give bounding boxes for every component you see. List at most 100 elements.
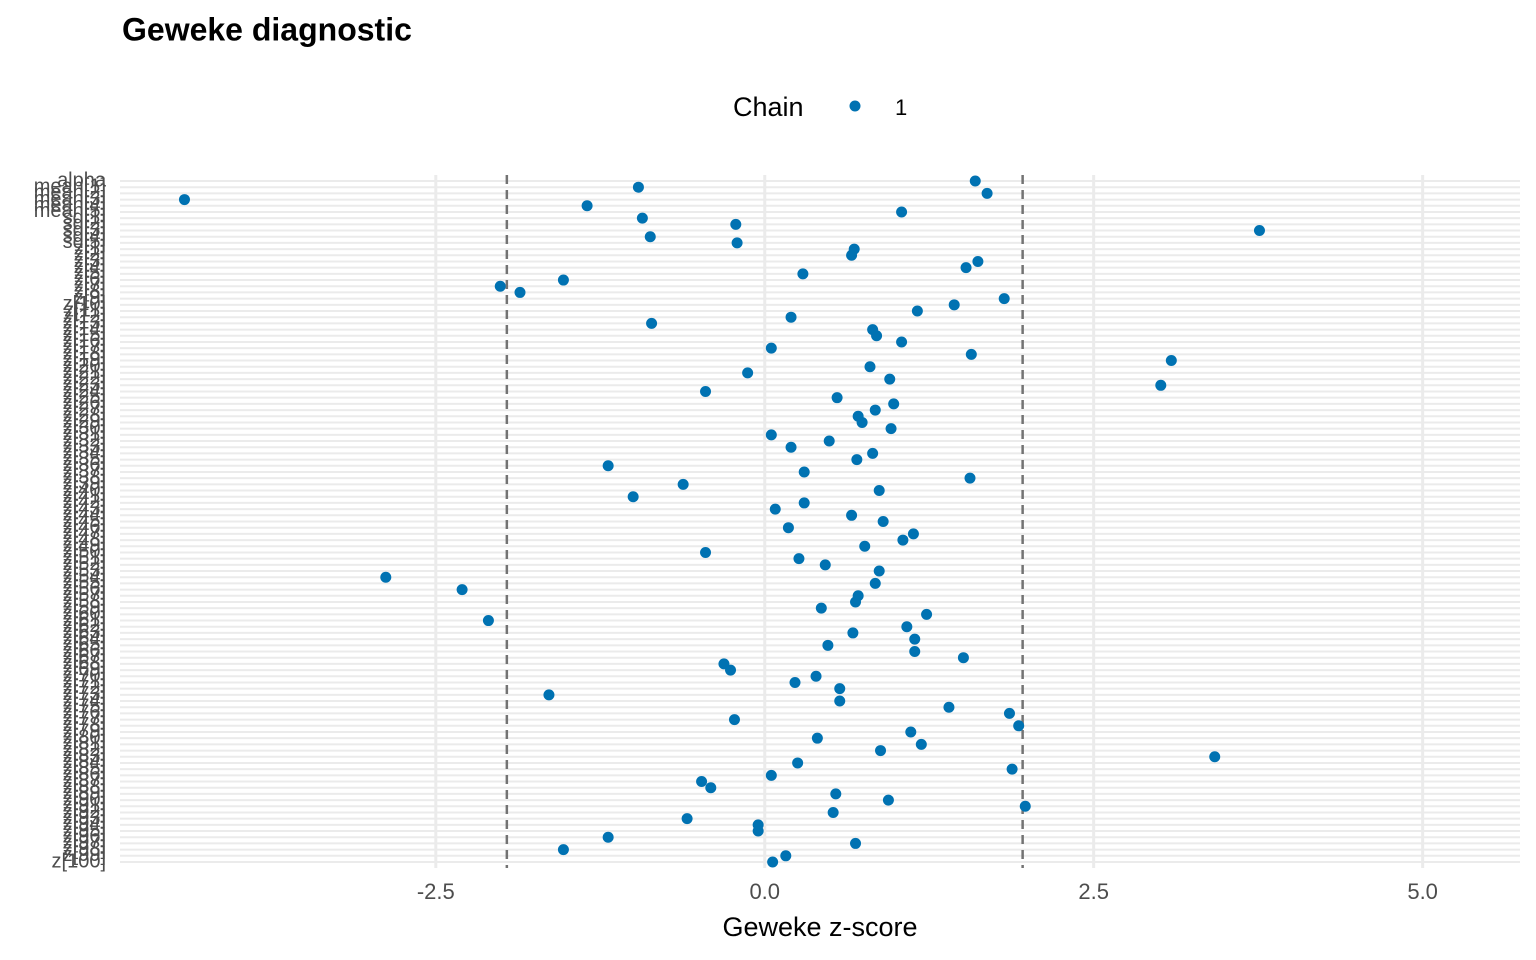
y-tick-label: z[69] (63, 658, 106, 680)
dot (948, 299, 960, 311)
dot (850, 596, 862, 608)
y-tick-label: z[86] (63, 764, 106, 786)
y-tick-label: mean[1] (34, 175, 106, 197)
y-tick-label: z[65] (63, 634, 106, 656)
y-tick-label: z[67] (63, 646, 106, 668)
y-tick-label: z[58] (63, 590, 106, 612)
y-tick-label: z[53] (63, 559, 106, 581)
y-tick-label: z[57] (63, 584, 106, 606)
y-tick-label: z[82] (63, 739, 106, 761)
y-tick-label: z[12] (63, 305, 106, 327)
dot (909, 633, 921, 645)
y-tick-label: z[62] (63, 615, 106, 637)
dot (871, 330, 883, 342)
dot (602, 831, 614, 843)
y-tick-label: z[15] (63, 324, 106, 346)
dot (875, 745, 887, 757)
y-tick-label: z[33] (63, 435, 106, 457)
y-tick-label: z[80] (63, 726, 106, 748)
x-tick-label: -2.5 (417, 879, 455, 904)
dot (380, 571, 392, 583)
y-tick-label: sd[4] (63, 225, 106, 247)
y-tick-label: z[25] (63, 386, 106, 408)
y-tick-label: z[76] (63, 702, 106, 724)
y-tick-label: z[26] (63, 392, 106, 414)
x-tick-label: 5.0 (1407, 879, 1438, 904)
y-tick-label: z[2] (74, 244, 106, 266)
y-tick-label: z[8] (74, 281, 106, 303)
dot (822, 639, 834, 651)
dot (798, 466, 810, 478)
y-tick-label: sd[3] (63, 219, 106, 241)
y-tick-label: z[44] (63, 504, 106, 526)
y-tick-label: z[48] (63, 528, 106, 550)
y-tick-label: z[100] (52, 850, 106, 872)
y-tick-label: sd[5] (63, 231, 106, 253)
dot (557, 274, 569, 286)
y-tick-label: z[28] (63, 405, 106, 427)
dot (885, 423, 897, 435)
y-tick-label: z[23] (63, 374, 106, 396)
dot (543, 689, 555, 701)
dot (909, 646, 921, 658)
y-tick-label: z[34] (63, 442, 106, 464)
dot (851, 454, 863, 466)
dot (728, 714, 740, 726)
dot (557, 844, 569, 856)
y-tick-label: z[42] (63, 491, 106, 513)
y-tick-label: z[11] (64, 299, 106, 321)
dot (897, 534, 909, 546)
y-tick-label: z[7] (74, 275, 106, 297)
y-tick-label: z[61] (63, 609, 106, 631)
dot (494, 280, 506, 292)
dot (867, 447, 879, 459)
dot (884, 373, 896, 385)
dot (869, 404, 881, 416)
dot (864, 361, 876, 373)
dot (827, 806, 839, 818)
y-tick-label: z[22] (63, 367, 106, 389)
y-tick-label: z[71] (63, 671, 106, 693)
y-tick-label: z[63] (63, 621, 106, 643)
legend-label: 1 (895, 95, 907, 120)
dot (700, 385, 712, 397)
dot (811, 732, 823, 744)
y-tick-label: z[18] (63, 343, 106, 365)
y-tick-label: z[4] (74, 256, 106, 278)
y-tick-label: z[99] (63, 844, 106, 866)
dot (943, 701, 955, 713)
y-tick-label: z[56] (63, 578, 106, 600)
y-tick-label: z[46] (63, 516, 106, 538)
y-tick-label: z[88] (63, 776, 106, 798)
dot (785, 441, 797, 453)
y-tick-label: z[19] (63, 349, 106, 371)
y-tick-label: alpha (57, 169, 107, 191)
dot (793, 553, 805, 565)
dot (1003, 707, 1015, 719)
y-tick-label: z[85] (63, 757, 106, 779)
y-tick-label: mean[5] (34, 200, 106, 222)
dot (823, 435, 835, 447)
y-tick-label: z[49] (63, 535, 106, 557)
dot (965, 348, 977, 360)
dot (907, 528, 919, 540)
dot (915, 738, 927, 750)
dot (797, 268, 809, 280)
y-tick-label: z[17] (63, 336, 106, 358)
y-tick-label: z[98] (63, 838, 106, 860)
dot (896, 206, 908, 218)
x-tick-label: 0.0 (749, 879, 780, 904)
dot (1253, 225, 1265, 237)
y-tick-label: z[35] (63, 448, 106, 470)
dot (742, 367, 754, 379)
y-tick-label: z[13] (63, 312, 106, 334)
dot (1165, 355, 1177, 367)
y-tick-label: z[72] (63, 677, 106, 699)
dot (646, 317, 658, 329)
y-tick-label: z[83] (63, 745, 106, 767)
dot (969, 175, 981, 187)
y-tick-label: z[14] (63, 318, 106, 340)
dot (725, 664, 737, 676)
